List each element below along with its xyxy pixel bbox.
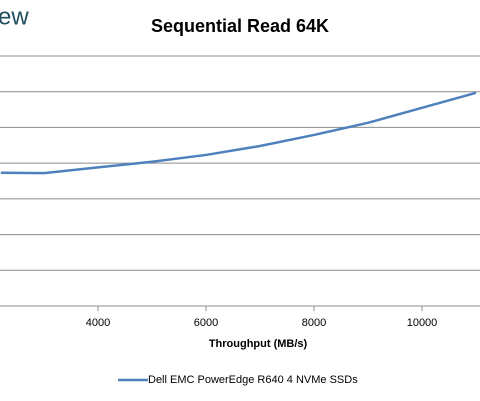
chart-title: Sequential Read 64K [151, 16, 329, 36]
x-tick-label: 4000 [86, 317, 110, 329]
x-tick-label: 8000 [302, 317, 326, 329]
x-axis-title: Throughput (MB/s) [209, 338, 308, 350]
logo-text: ew [0, 3, 29, 30]
x-tick-label: 10000 [407, 317, 438, 329]
series-line [0, 91, 477, 175]
x-tick-label: 6000 [194, 317, 218, 329]
legend-label: Dell EMC PowerEdge R640 4 NVMe SSDs [148, 374, 358, 386]
